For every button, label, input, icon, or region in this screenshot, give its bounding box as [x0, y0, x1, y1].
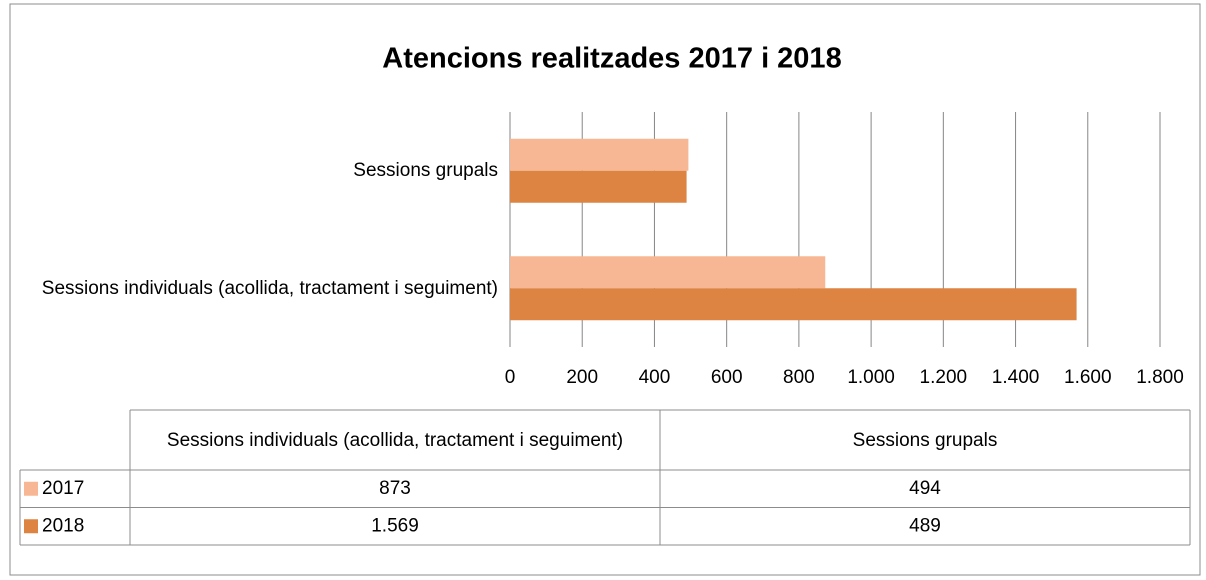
table-cell: 873 [379, 478, 411, 499]
table-cell: 1.569 [371, 515, 419, 536]
y-tick-label: Sessions individuals (acollida, tractame… [41, 277, 498, 299]
bar [510, 288, 1077, 321]
legend-key [24, 481, 38, 496]
x-tick-label: 1.800 [1136, 367, 1184, 388]
x-tick-label: 800 [783, 367, 815, 388]
x-tick-label: 400 [639, 367, 671, 388]
x-tick-label: 0 [505, 367, 516, 388]
x-tick-label: 1.600 [1064, 367, 1112, 388]
chart-title: Atencions realitzades 2017 i 2018 [382, 43, 841, 75]
legend-key [24, 519, 38, 534]
x-tick-label: 1.400 [992, 367, 1040, 388]
x-tick-label: 1.200 [920, 367, 968, 388]
table-header: Sessions grupals [852, 429, 998, 451]
bar [510, 256, 826, 289]
table-cell: 494 [909, 478, 941, 499]
legend-label: 2018 [42, 515, 84, 536]
bar [510, 170, 687, 203]
x-tick-label: 1.000 [847, 367, 895, 388]
table-header: Sessions individuals (acollida, tractame… [166, 429, 624, 451]
x-tick-label: 600 [711, 367, 743, 388]
bar [510, 138, 689, 171]
legend-label: 2017 [42, 478, 84, 499]
table-cell: 489 [909, 515, 941, 536]
y-tick-label: Sessions grupals [353, 160, 498, 182]
x-tick-label: 200 [566, 367, 598, 388]
